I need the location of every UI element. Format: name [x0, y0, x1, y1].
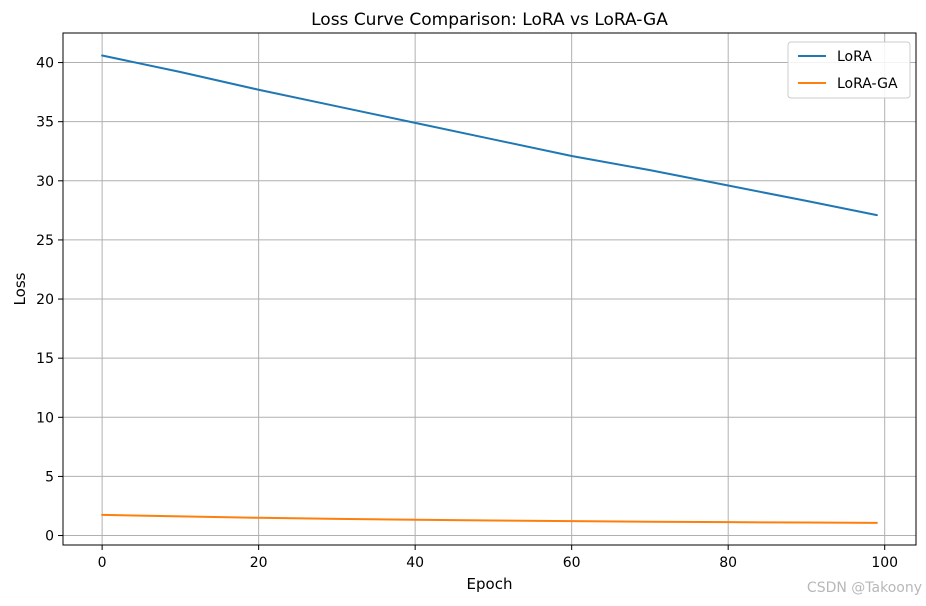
y-axis-label: Loss — [11, 272, 29, 305]
x-tick-label: 80 — [719, 555, 737, 571]
watermark: CSDN @Takoony — [806, 580, 922, 596]
plot-frame — [62, 32, 917, 546]
x-axis-label: Epoch — [467, 575, 513, 593]
series-line-lora-ga — [101, 513, 878, 524]
legend-label: LoRA — [837, 49, 872, 65]
x-tick-label: 40 — [406, 555, 424, 571]
y-tick-label: 15 — [36, 351, 54, 367]
x-tick-label: 60 — [563, 555, 581, 571]
y-tick-label: 30 — [36, 174, 54, 190]
series-layer — [101, 54, 878, 524]
y-tick-label: 35 — [36, 115, 54, 131]
y-tick-label: 20 — [36, 292, 54, 308]
chart-title: Loss Curve Comparison: LoRA vs LoRA-GA — [311, 10, 668, 30]
y-tick-label: 40 — [36, 56, 54, 72]
x-tick-label: 100 — [871, 555, 898, 571]
series-line-lora — [101, 54, 878, 217]
grid-layer — [63, 33, 916, 545]
x-tick-label: 0 — [98, 555, 107, 571]
legend-label: LoRA-GA — [837, 76, 898, 92]
y-tick-label: 10 — [36, 410, 54, 426]
y-tick-label: 0 — [45, 529, 54, 545]
x-tick-label: 20 — [250, 555, 268, 571]
tick-layer: 0 20 40 60 80 100 0 5 10 15 20 25 30 35 40 — [36, 56, 898, 571]
y-tick-label: 5 — [45, 469, 54, 485]
legend: LoRA LoRA-GA — [787, 41, 911, 99]
y-tick-label: 25 — [36, 233, 54, 249]
